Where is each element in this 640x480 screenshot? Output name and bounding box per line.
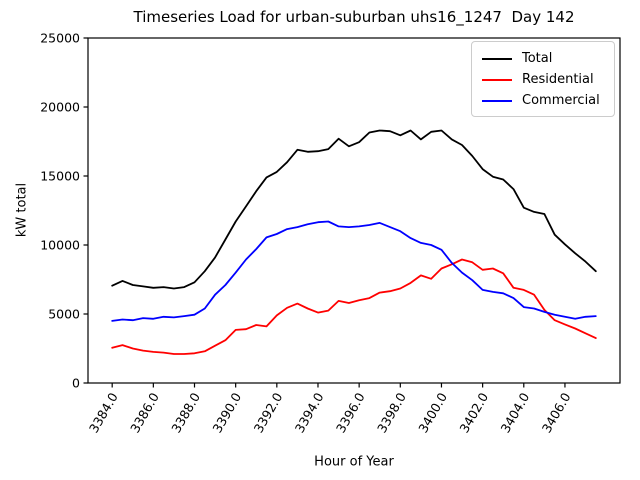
y-tick-label: 20000 (40, 100, 80, 115)
x-tick-label: 3386.0 (127, 390, 162, 435)
series-line-commercial (111, 220, 597, 322)
x-tick-label: 3396.0 (333, 390, 368, 435)
y-tick-label: 15000 (40, 169, 80, 184)
series-line-total (111, 129, 597, 290)
x-tick-label: 3394.0 (292, 390, 327, 435)
legend-label-residential: Residential (522, 72, 594, 87)
legend-line-residential (482, 78, 512, 81)
legend-label-commercial: Commercial (522, 93, 600, 108)
x-axis-label: Hour of Year (314, 454, 394, 470)
x-tick-label: 3398.0 (374, 390, 409, 435)
x-tick-label: 3384.0 (86, 390, 121, 435)
x-tick-label: 3402.0 (456, 390, 491, 435)
x-tick-label: 3406.0 (539, 390, 574, 435)
legend-item-residential: Residential (472, 69, 614, 90)
x-tick-label: 3404.0 (498, 390, 533, 435)
legend-line-total (482, 57, 512, 60)
axes-frame (87, 37, 621, 384)
legend-item-total: Total (472, 48, 614, 69)
legend: Total Residential Commercial (471, 41, 615, 117)
y-axis-label: kW total (14, 182, 30, 238)
x-tick-label: 3392.0 (251, 390, 286, 435)
legend-line-commercial (482, 99, 512, 102)
series-line-residential (111, 258, 597, 355)
x-tick-label: 3390.0 (209, 390, 244, 435)
chart-title: Timeseries Load for urban-suburban uhs16… (133, 8, 575, 26)
y-tick-label: 25000 (40, 31, 80, 46)
legend-item-commercial: Commercial (472, 90, 614, 111)
x-tick-label: 3400.0 (415, 390, 450, 435)
y-tick-label: 10000 (40, 238, 80, 253)
legend-label-total: Total (522, 51, 553, 66)
x-tick-label: 3388.0 (168, 390, 203, 435)
y-tick-label: 5000 (48, 307, 80, 322)
y-tick-label: 0 (72, 376, 80, 391)
